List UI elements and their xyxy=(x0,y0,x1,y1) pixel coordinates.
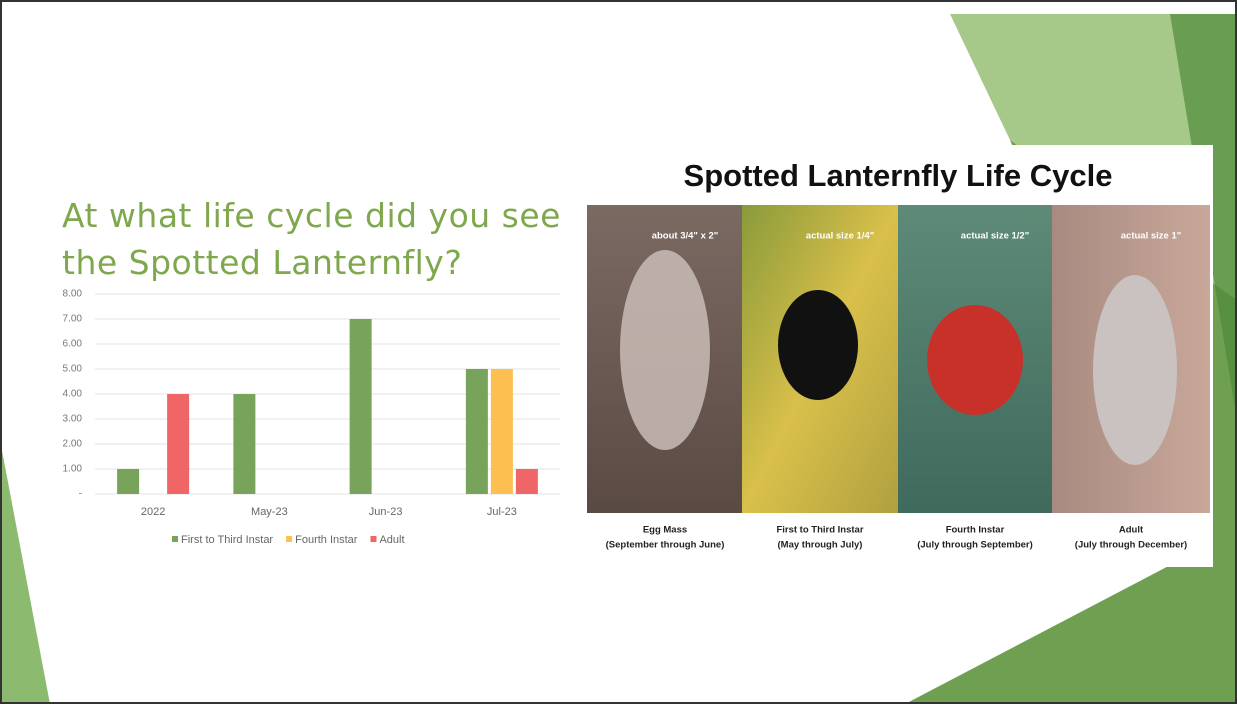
x-tick-label: Jun-23 xyxy=(369,506,403,518)
legend-label: Adult xyxy=(379,534,404,546)
legend-label: First to Third Instar xyxy=(181,534,273,546)
stage-name: Adult xyxy=(1119,525,1144,536)
stage-name: Egg Mass xyxy=(643,525,687,536)
y-tick-label: 5.00 xyxy=(63,364,83,375)
size-label: actual size 1/2" xyxy=(961,231,1029,242)
bar xyxy=(117,469,139,494)
size-label: actual size 1/4" xyxy=(806,231,874,242)
page: {"chart_data": {"type": "bar", "title": … xyxy=(0,0,1237,704)
bar xyxy=(491,369,513,494)
stage-name: First to Third Instar xyxy=(776,525,863,536)
x-tick-label: 2022 xyxy=(141,506,165,518)
insect xyxy=(927,305,1023,415)
y-tick-label: 4.00 xyxy=(63,389,83,400)
stage-name: Fourth Instar xyxy=(946,525,1005,536)
bar xyxy=(167,394,189,494)
insect xyxy=(778,290,858,400)
stage-period: (July through December) xyxy=(1075,540,1187,551)
y-tick-label: 1.00 xyxy=(63,464,83,475)
size-label: about 3/4" x 2" xyxy=(652,231,719,242)
x-tick-label: Jul-23 xyxy=(487,506,517,518)
bar xyxy=(516,469,538,494)
y-tick-label: 7.00 xyxy=(63,314,83,325)
slide: - 1.00 2.00 3.00 4.00 5.00 6.00 7.00 8.00 2022 May… xyxy=(0,0,1237,704)
y-tick-label: 6.00 xyxy=(63,339,83,350)
y-tick-label: 3.00 xyxy=(63,414,83,425)
egg-mass xyxy=(620,250,710,450)
photos xyxy=(587,205,1210,513)
y-tick-label: - xyxy=(79,489,82,500)
size-label: actual size 1" xyxy=(1121,231,1181,242)
legend-swatch xyxy=(286,536,292,542)
stage-period: (July through September) xyxy=(917,540,1033,551)
decor-shape xyxy=(0,440,50,704)
stage-period: (May through July) xyxy=(778,540,863,551)
panel-title: Spotted Lanternfly Life Cycle xyxy=(684,158,1113,193)
bar xyxy=(233,394,255,494)
bar xyxy=(350,319,372,494)
y-tick-label: 8.00 xyxy=(63,289,83,300)
y-tick-label: 2.00 xyxy=(63,439,83,450)
legend-swatch xyxy=(370,536,376,542)
stage-period: (September through June) xyxy=(606,540,725,551)
legend-label: Fourth Instar xyxy=(295,534,358,546)
legend-swatch xyxy=(172,536,178,542)
chart-title: At what life cycle did you see the Spott… xyxy=(62,192,562,286)
x-tick-label: May-23 xyxy=(251,506,288,518)
bar xyxy=(466,369,488,494)
insect xyxy=(1093,275,1177,465)
